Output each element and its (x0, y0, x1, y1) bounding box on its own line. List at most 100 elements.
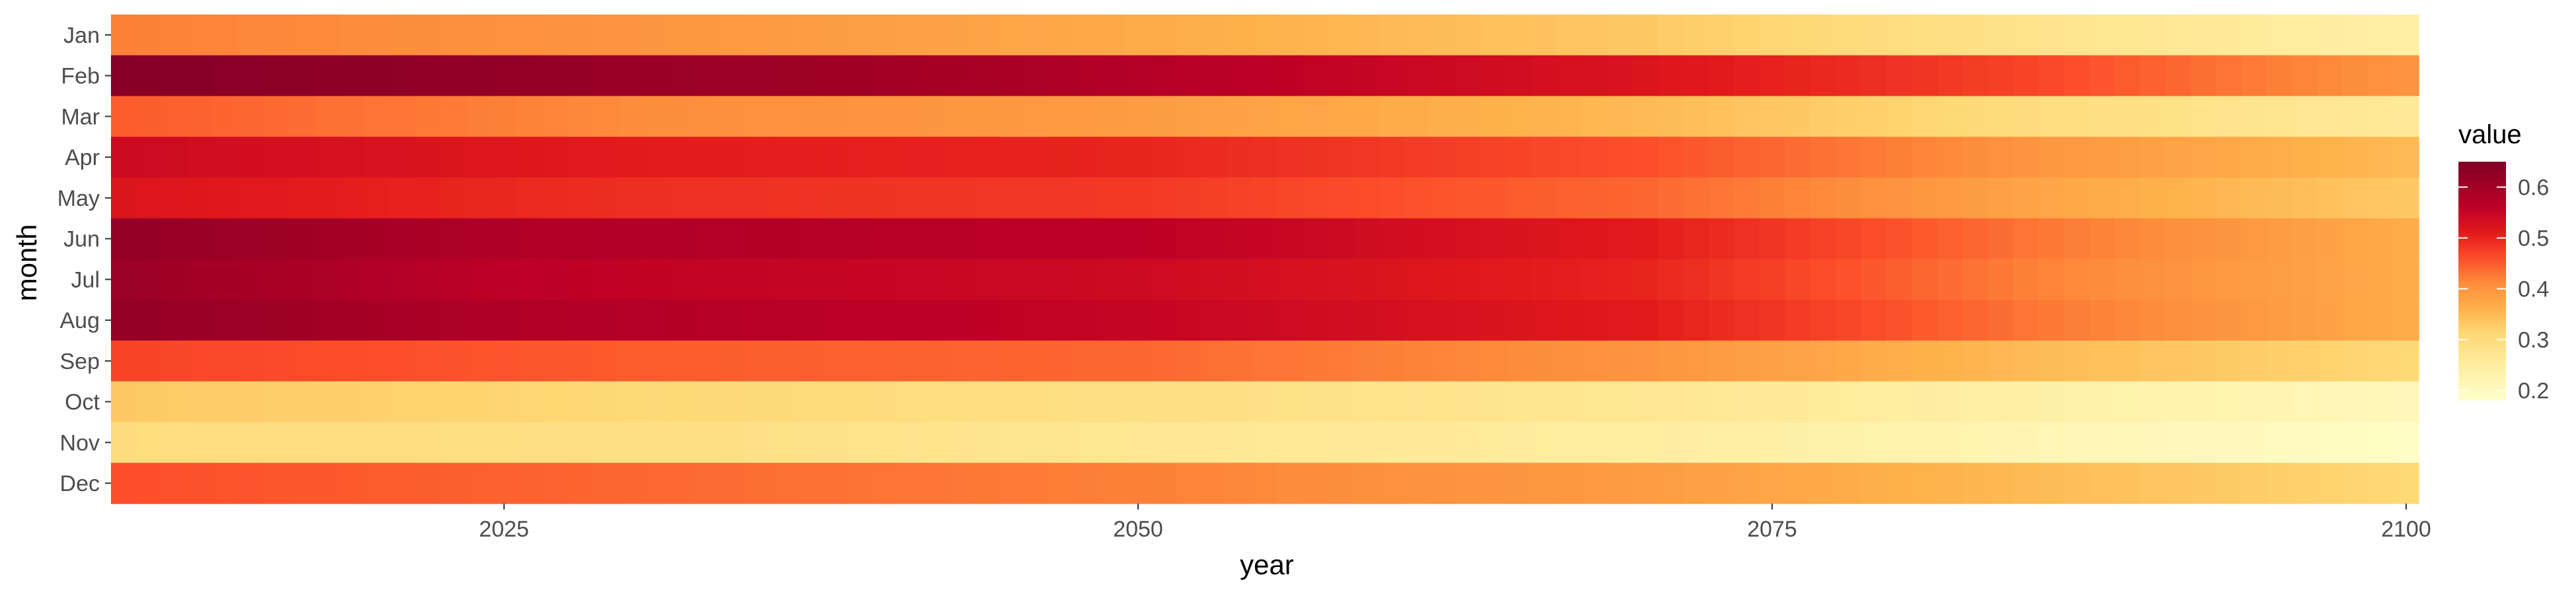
heatmap-cell-dec-2071 (1658, 463, 1684, 504)
heatmap-cell-may-2070 (1632, 178, 1659, 219)
heatmap-cell-dec-2026 (517, 463, 543, 504)
heatmap-cell-mar-2025 (491, 96, 517, 137)
y-tick-label-mar: Mar (61, 104, 100, 129)
heatmap-cell-aug-2027 (542, 300, 568, 341)
heatmap-cell-apr-2056 (1277, 137, 1304, 178)
heatmap-cell-feb-2038 (821, 55, 847, 97)
heatmap-cell-nov-2068 (1581, 422, 1608, 463)
heatmap-cell-sep-2098 (2342, 341, 2369, 382)
heatmap-cell-apr-2049 (1100, 137, 1126, 178)
heatmap-cell-sep-2093 (2215, 341, 2242, 382)
heatmap-cell-dec-2100 (2393, 463, 2419, 504)
heatmap-cell-nov-2069 (1607, 422, 1633, 463)
heatmap-cell-jul-2068 (1581, 259, 1608, 300)
heatmap-cell-jun-2029 (592, 218, 619, 260)
heatmap-cell-may-2010 (111, 178, 137, 219)
heatmap-cell-mar-2100 (2393, 96, 2419, 137)
heatmap-cell-feb-2015 (237, 55, 264, 97)
heatmap-cell-aug-2091 (2165, 300, 2192, 341)
heatmap-cell-oct-2085 (2013, 381, 2039, 423)
heatmap-cell-jul-2090 (2139, 259, 2166, 300)
heatmap-cell-jul-2092 (2190, 259, 2217, 300)
heatmap-cell-aug-2092 (2190, 300, 2217, 341)
heatmap-cell-sep-2047 (1049, 341, 1075, 382)
heatmap-cell-apr-2062 (1429, 137, 1456, 178)
heatmap-cell-aug-2068 (1581, 300, 1608, 341)
heatmap-cell-jun-2080 (1886, 218, 1912, 260)
heatmap-cell-aug-2076 (1785, 300, 1811, 341)
heatmap-cell-feb-2035 (744, 55, 771, 97)
heatmap-cell-may-2021 (390, 178, 416, 219)
heatmap-cell-mar-2078 (1835, 96, 1861, 137)
heatmap-cell-jan-2054 (1227, 15, 1253, 56)
heatmap-cell-dec-2011 (136, 463, 162, 504)
heatmap-cell-jul-2058 (1328, 259, 1354, 300)
heatmap-cell-jul-2017 (288, 259, 314, 300)
heatmap-cell-may-2090 (2139, 178, 2166, 219)
heatmap-cell-nov-2081 (1912, 422, 1938, 463)
heatmap-cell-nov-2096 (2292, 422, 2318, 463)
heatmap-cell-feb-2033 (694, 55, 721, 97)
heatmap-cell-sep-2037 (795, 341, 822, 382)
heatmap-cell-jan-2079 (1861, 15, 1887, 56)
heatmap-cell-may-2069 (1607, 178, 1633, 219)
heatmap-cell-dec-2077 (1810, 463, 1836, 504)
heatmap-cell-may-2013 (187, 178, 213, 219)
heatmap-cell-sep-2045 (998, 341, 1024, 382)
heatmap-cell-feb-2031 (643, 55, 670, 97)
heatmap-cell-dec-2060 (1378, 463, 1405, 504)
heatmap-cell-sep-2036 (770, 341, 797, 382)
heatmap-cell-sep-2089 (2114, 341, 2141, 382)
heatmap-cell-may-2017 (288, 178, 314, 219)
heatmap-cell-aug-2069 (1607, 300, 1633, 341)
heatmap-cell-jun-2012 (161, 218, 188, 260)
heatmap-cell-oct-2056 (1277, 381, 1304, 423)
heatmap-cell-dec-2079 (1861, 463, 1887, 504)
heatmap-cell-oct-2024 (466, 381, 492, 423)
heatmap-cell-jan-2044 (973, 15, 999, 56)
heatmap-cell-nov-2083 (1962, 422, 1988, 463)
heatmap-cell-jun-2023 (441, 218, 467, 260)
heatmap-cell-dec-2097 (2317, 463, 2343, 504)
heatmap-cell-jan-2085 (2013, 15, 2039, 56)
heatmap-cell-jan-2100 (2393, 15, 2419, 56)
heatmap-cell-oct-2060 (1378, 381, 1405, 423)
heatmap-cell-dec-2087 (2063, 463, 2090, 504)
heatmap-cell-aug-2080 (1886, 300, 1912, 341)
heatmap-cell-oct-2061 (1404, 381, 1431, 423)
heatmap-cell-apr-2099 (2368, 137, 2394, 178)
heatmap-cell-nov-2082 (1937, 422, 1963, 463)
heatmap-cell-sep-2078 (1835, 341, 1861, 382)
heatmap-cell-feb-2066 (1531, 55, 1557, 97)
heatmap-cell-oct-2039 (846, 381, 873, 423)
heatmap-cell-apr-2035 (744, 137, 771, 178)
heatmap-cell-aug-2098 (2342, 300, 2369, 341)
heatmap-cell-nov-2099 (2368, 422, 2394, 463)
heatmap-cell-dec-2098 (2342, 463, 2369, 504)
heatmap-cell-may-2031 (643, 178, 670, 219)
heatmap-cell-may-2076 (1785, 178, 1811, 219)
heatmap-cell-may-2035 (744, 178, 771, 219)
heatmap-cell-mar-2068 (1581, 96, 1608, 137)
heatmap-cell-may-2087 (2063, 178, 2090, 219)
heatmap-cell-jan-2049 (1100, 15, 1126, 56)
heatmap-cell-mar-2024 (466, 96, 492, 137)
heatmap-cell-jan-2040 (871, 15, 898, 56)
heatmap-cell-nov-2047 (1049, 422, 1075, 463)
heatmap-cell-mar-2058 (1328, 96, 1354, 137)
heatmap-cell-apr-2047 (1049, 137, 1075, 178)
heatmap-cell-jul-2069 (1607, 259, 1633, 300)
heatmap-cell-oct-2070 (1632, 381, 1659, 423)
heatmap-cell-oct-2032 (668, 381, 695, 423)
heatmap-cell-dec-2015 (237, 463, 264, 504)
heatmap-cell-may-2089 (2114, 178, 2141, 219)
heatmap-cell-jan-2064 (1480, 15, 1507, 56)
heatmap-cell-apr-2031 (643, 137, 670, 178)
heatmap-cell-dec-2088 (2089, 463, 2115, 504)
heatmap-cell-nov-2053 (1201, 422, 1228, 463)
heatmap-cell-jul-2048 (1075, 259, 1101, 300)
heatmap-cell-jun-2059 (1353, 218, 1380, 260)
heatmap-cell-mar-2065 (1505, 96, 1532, 137)
heatmap-cell-sep-2075 (1759, 341, 1785, 382)
heatmap-cell-apr-2034 (719, 137, 746, 178)
